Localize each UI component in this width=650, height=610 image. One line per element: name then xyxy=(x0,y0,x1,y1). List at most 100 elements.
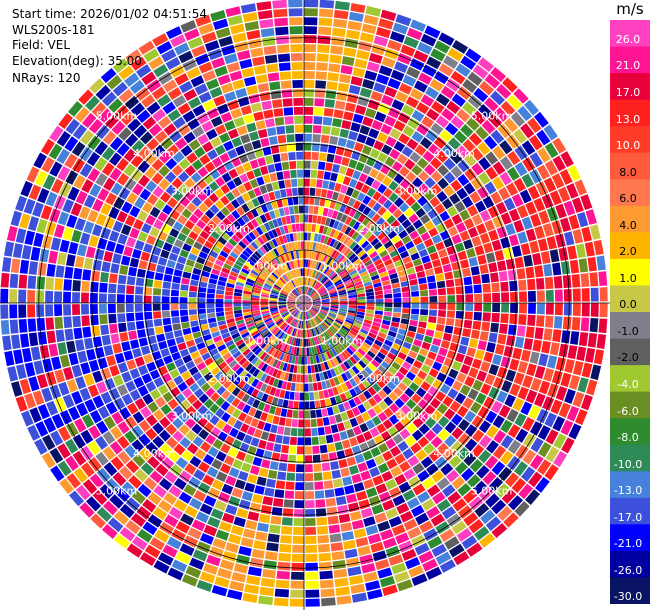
velocity-gate xyxy=(383,315,392,321)
velocity-gate xyxy=(406,399,417,410)
velocity-gate xyxy=(231,408,242,419)
velocity-gate xyxy=(321,301,330,303)
velocity-gate xyxy=(285,215,291,225)
velocity-gate xyxy=(296,446,304,455)
range-ring-label: 4.00km xyxy=(133,447,175,460)
velocity-gate xyxy=(250,218,259,228)
velocity-gate xyxy=(367,266,377,274)
velocity-gate xyxy=(244,247,253,255)
velocity-gate xyxy=(304,383,309,392)
velocity-gate xyxy=(304,329,306,338)
velocity-gate xyxy=(306,250,310,259)
velocity-gate xyxy=(286,134,295,143)
velocity-gate xyxy=(215,419,226,430)
velocity-gate xyxy=(98,108,113,123)
velocity-gate xyxy=(267,322,275,329)
velocity-gate xyxy=(4,350,15,367)
velocity-gate xyxy=(28,376,40,392)
velocity-gate xyxy=(247,325,257,331)
velocity-gate xyxy=(421,498,436,512)
velocity-gate xyxy=(118,127,132,141)
velocity-gate xyxy=(273,259,280,267)
velocity-gate xyxy=(304,232,308,241)
velocity-gate xyxy=(384,307,393,312)
velocity-gate xyxy=(357,545,372,556)
velocity-gate xyxy=(290,580,304,589)
velocity-gate xyxy=(157,211,169,223)
velocity-gate xyxy=(559,169,573,185)
velocity-gate xyxy=(261,329,270,337)
velocity-gate xyxy=(142,499,157,513)
velocity-gate xyxy=(304,303,306,311)
velocity-gate xyxy=(292,232,298,241)
velocity-gate xyxy=(37,331,48,345)
velocity-gate xyxy=(534,265,544,278)
velocity-gate xyxy=(62,198,75,213)
velocity-gate xyxy=(364,316,373,321)
velocity-gate xyxy=(315,345,321,354)
velocity-gate xyxy=(89,183,102,198)
velocity-gate xyxy=(276,351,283,360)
velocity-gate xyxy=(494,249,505,261)
velocity-gate xyxy=(341,439,351,449)
velocity-gate xyxy=(379,271,388,278)
velocity-gate xyxy=(248,93,261,104)
velocity-gate xyxy=(272,0,287,9)
velocity-gate xyxy=(138,337,149,347)
velocity-gate xyxy=(183,484,197,497)
velocity-gate xyxy=(481,119,496,134)
velocity-gate xyxy=(289,364,295,373)
velocity-gate xyxy=(125,459,140,474)
velocity-gate xyxy=(305,526,317,535)
velocity-gate xyxy=(383,187,393,198)
velocity-gate xyxy=(134,240,145,251)
velocity-gate xyxy=(498,466,513,482)
velocity-gate xyxy=(388,180,399,191)
velocity-gate xyxy=(450,179,463,192)
velocity-gate xyxy=(364,366,373,376)
velocity-gate xyxy=(440,365,451,375)
velocity-gate xyxy=(195,14,212,27)
velocity-gate xyxy=(254,284,263,290)
velocity-gate xyxy=(133,376,145,388)
velocity-gate xyxy=(226,318,235,324)
velocity-gate xyxy=(289,317,295,325)
velocity-gate xyxy=(442,448,456,462)
velocity-gate xyxy=(299,214,304,223)
velocity-gate xyxy=(417,41,433,55)
velocity-gate xyxy=(37,188,50,204)
velocity-gate xyxy=(327,208,334,218)
velocity-gate xyxy=(11,381,23,397)
velocity-gate xyxy=(235,319,245,325)
velocity-gate xyxy=(498,187,511,201)
velocity-gate xyxy=(292,337,297,346)
velocity-gate xyxy=(92,490,108,506)
velocity-gate xyxy=(465,48,482,63)
velocity-gate xyxy=(46,330,56,344)
velocity-gate xyxy=(102,446,116,461)
velocity-gate xyxy=(257,323,266,330)
velocity-gate xyxy=(118,65,135,80)
velocity-gate xyxy=(260,298,269,302)
velocity-gate xyxy=(211,585,228,597)
velocity-gate xyxy=(309,241,314,250)
velocity-gate xyxy=(262,287,271,292)
velocity-gate xyxy=(518,314,527,326)
velocity-gate xyxy=(462,101,477,116)
velocity-gate xyxy=(262,174,271,184)
velocity-gate xyxy=(304,115,313,124)
velocity-gate xyxy=(220,412,231,423)
velocity-gate xyxy=(260,137,270,148)
velocity-gate xyxy=(265,201,274,211)
velocity-gate xyxy=(420,303,429,309)
velocity-gate xyxy=(45,304,54,317)
velocity-gate xyxy=(217,567,233,580)
velocity-gate xyxy=(357,293,366,298)
velocity-gate xyxy=(304,303,312,306)
velocity-gate xyxy=(418,321,427,329)
velocity-gate xyxy=(288,0,303,8)
velocity-gate xyxy=(337,403,346,413)
velocity-gate xyxy=(235,145,246,156)
velocity-gate xyxy=(301,277,303,286)
velocity-gate xyxy=(244,20,260,31)
